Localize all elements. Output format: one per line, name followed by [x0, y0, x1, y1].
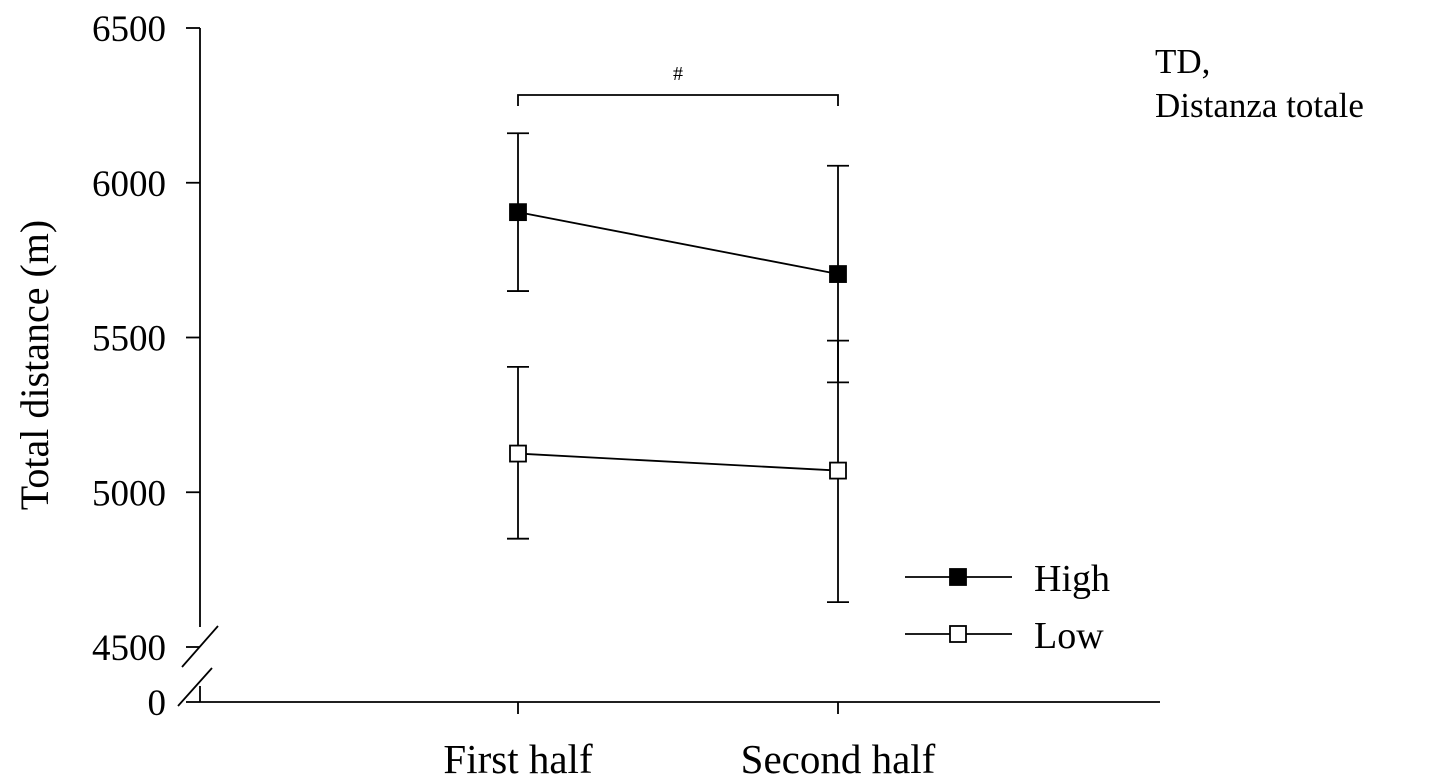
y-tick-label: 6000	[92, 164, 166, 205]
y-tick-label: 4500	[92, 628, 166, 669]
legend-marker	[949, 625, 967, 643]
x-ticks: First half Second half	[443, 702, 936, 780]
y-ticks: 4500 5000 5500 6000 6500 0	[92, 9, 200, 724]
y-tick-label-zero: 0	[148, 683, 167, 724]
series-low	[507, 339, 849, 604]
significance-line	[517, 94, 839, 106]
y-axis-label: Total distance (m)	[12, 220, 57, 510]
series-high	[507, 132, 849, 384]
legend-label: Low	[1034, 615, 1104, 657]
chart-annotation: TD, Distanza totale	[1155, 40, 1364, 128]
y-tick-label: 6500	[92, 9, 166, 50]
x-tick-label: Second half	[741, 736, 936, 780]
annotation-line-2: Distanza totale	[1155, 86, 1364, 125]
data-point	[509, 444, 527, 463]
data-point	[509, 203, 527, 222]
data-point	[829, 461, 847, 480]
data-point	[829, 265, 847, 283]
series-line	[517, 452, 839, 472]
x-tick-label: First half	[443, 736, 593, 780]
y-tick-label: 5000	[92, 473, 166, 514]
series-line	[517, 211, 839, 275]
series	[507, 132, 849, 604]
legend-marker	[949, 568, 967, 586]
significance-bracket: #	[517, 63, 839, 106]
axes	[177, 28, 1160, 707]
legend-label: High	[1034, 558, 1110, 600]
annotation-line-1: TD,	[1155, 42, 1211, 81]
legend: High Low	[905, 558, 1110, 657]
y-tick-label: 5500	[92, 319, 166, 360]
significance-label: #	[673, 63, 683, 85]
axis-break-mark	[177, 667, 213, 707]
